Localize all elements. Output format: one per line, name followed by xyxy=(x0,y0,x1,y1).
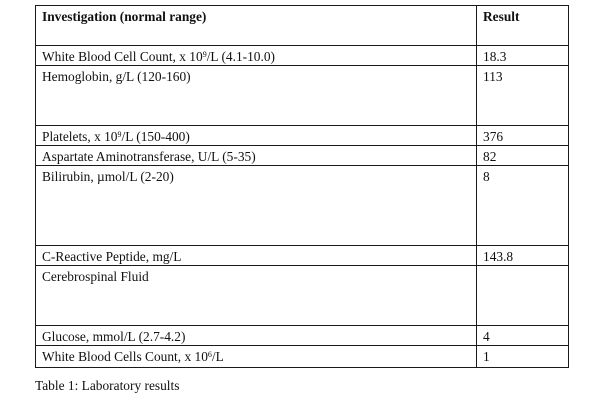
investigation-label: Hemoglobin, g/L (120-160) xyxy=(42,68,476,86)
investigation-cell: Aspartate Aminotransferase, U/L (5-35) xyxy=(36,146,477,166)
result-cell: 8 xyxy=(477,166,568,246)
lab-results-table: Investigation (normal range) Result Whit… xyxy=(35,5,569,368)
result-cell: 1 xyxy=(477,346,568,367)
table-caption: Table 1: Laboratory results xyxy=(35,378,180,393)
investigation-label: Aspartate Aminotransferase, U/L (5-35) xyxy=(42,148,476,165)
result-value: 4 xyxy=(483,329,490,344)
investigation-cell: Glucose, mmol/L (2.7-4.2)Protein, g/L (0… xyxy=(36,326,477,346)
result-value xyxy=(483,268,568,286)
result-cell: 3766086 xyxy=(477,126,568,146)
header-result: Result xyxy=(477,6,568,46)
investigation-label-text: White Blood Cell Count, x 10 xyxy=(42,49,203,64)
investigation-label-text: White Blood Cells Count, x 10 xyxy=(42,349,208,364)
investigation-label-text: Bilirubin, µmol/L (2-20) xyxy=(42,169,174,184)
investigation-label-text: Cerebrospinal Fluid xyxy=(42,269,149,284)
investigation-label-unit: /L (150-400) xyxy=(121,129,190,144)
investigation-label-text: Hemoglobin, g/L (120-160) xyxy=(42,69,191,84)
investigation-cell: Platelets, x 109/L (150-400)Alkaline Pho… xyxy=(36,126,477,146)
investigation-cell: Bilirubin, µmol/L (2-20) xyxy=(36,166,477,246)
result-cell: 40.27191 xyxy=(477,326,568,346)
investigation-label: Bilirubin, µmol/L (2-20) xyxy=(42,168,476,186)
result-cell: 113 xyxy=(477,66,568,126)
result-value: 376 xyxy=(483,129,504,144)
result-cell xyxy=(477,266,568,326)
investigation-cell: Cerebrospinal Fluid xyxy=(36,266,477,326)
investigation-cell: White Blood Cells Count, x 106/L xyxy=(36,346,477,367)
unit-exponent: 9 xyxy=(202,50,207,59)
result-value: 8 xyxy=(483,169,490,184)
result-value: 18.3 xyxy=(483,49,507,64)
investigation-label: C-Reactive Peptide, mg/L xyxy=(42,248,476,265)
unit-exponent: 9 xyxy=(117,130,122,139)
investigation-label-text: Aspartate Aminotransferase, U/L (5-35) xyxy=(42,149,256,164)
investigation-cell: White Blood Cell Count, x 109/L (4.1-10.… xyxy=(36,46,477,66)
investigation-label: Glucose, mmol/L (2.7-4.2) xyxy=(42,328,476,345)
result-value: 143.8 xyxy=(483,249,514,264)
investigation-label: Platelets, x 109/L (150-400) xyxy=(42,128,476,145)
investigation-cell: Hemoglobin, g/L (120-160) xyxy=(36,66,477,126)
investigation-label: White Blood Cells Count, x 106/L xyxy=(42,348,476,366)
result-cell: 18.316.3 xyxy=(477,46,568,66)
investigation-label-text: Platelets, x 10 xyxy=(42,129,118,144)
investigation-label-unit: /L (4.1-10.0) xyxy=(206,49,275,64)
result-cell: 82 xyxy=(477,146,568,166)
investigation-label-text: Glucose, mmol/L (2.7-4.2) xyxy=(42,329,186,344)
result-value: 82 xyxy=(483,149,497,164)
investigation-cell: C-Reactive Peptide, mg/LErythrocyte Sedi… xyxy=(36,246,477,266)
investigation-label: Cerebrospinal Fluid xyxy=(42,268,476,286)
header-investigation: Investigation (normal range) xyxy=(36,6,477,46)
investigation-label-text: C-Reactive Peptide, mg/L xyxy=(42,249,182,264)
unit-exponent: 6 xyxy=(207,350,212,359)
investigation-label: White Blood Cell Count, x 109/L (4.1-10.… xyxy=(42,48,476,65)
result-cell: 143.878117Negative xyxy=(477,246,568,266)
result-value: 113 xyxy=(483,69,503,84)
investigation-label-unit: /L xyxy=(211,349,224,364)
result-value: 1 xyxy=(483,349,490,364)
